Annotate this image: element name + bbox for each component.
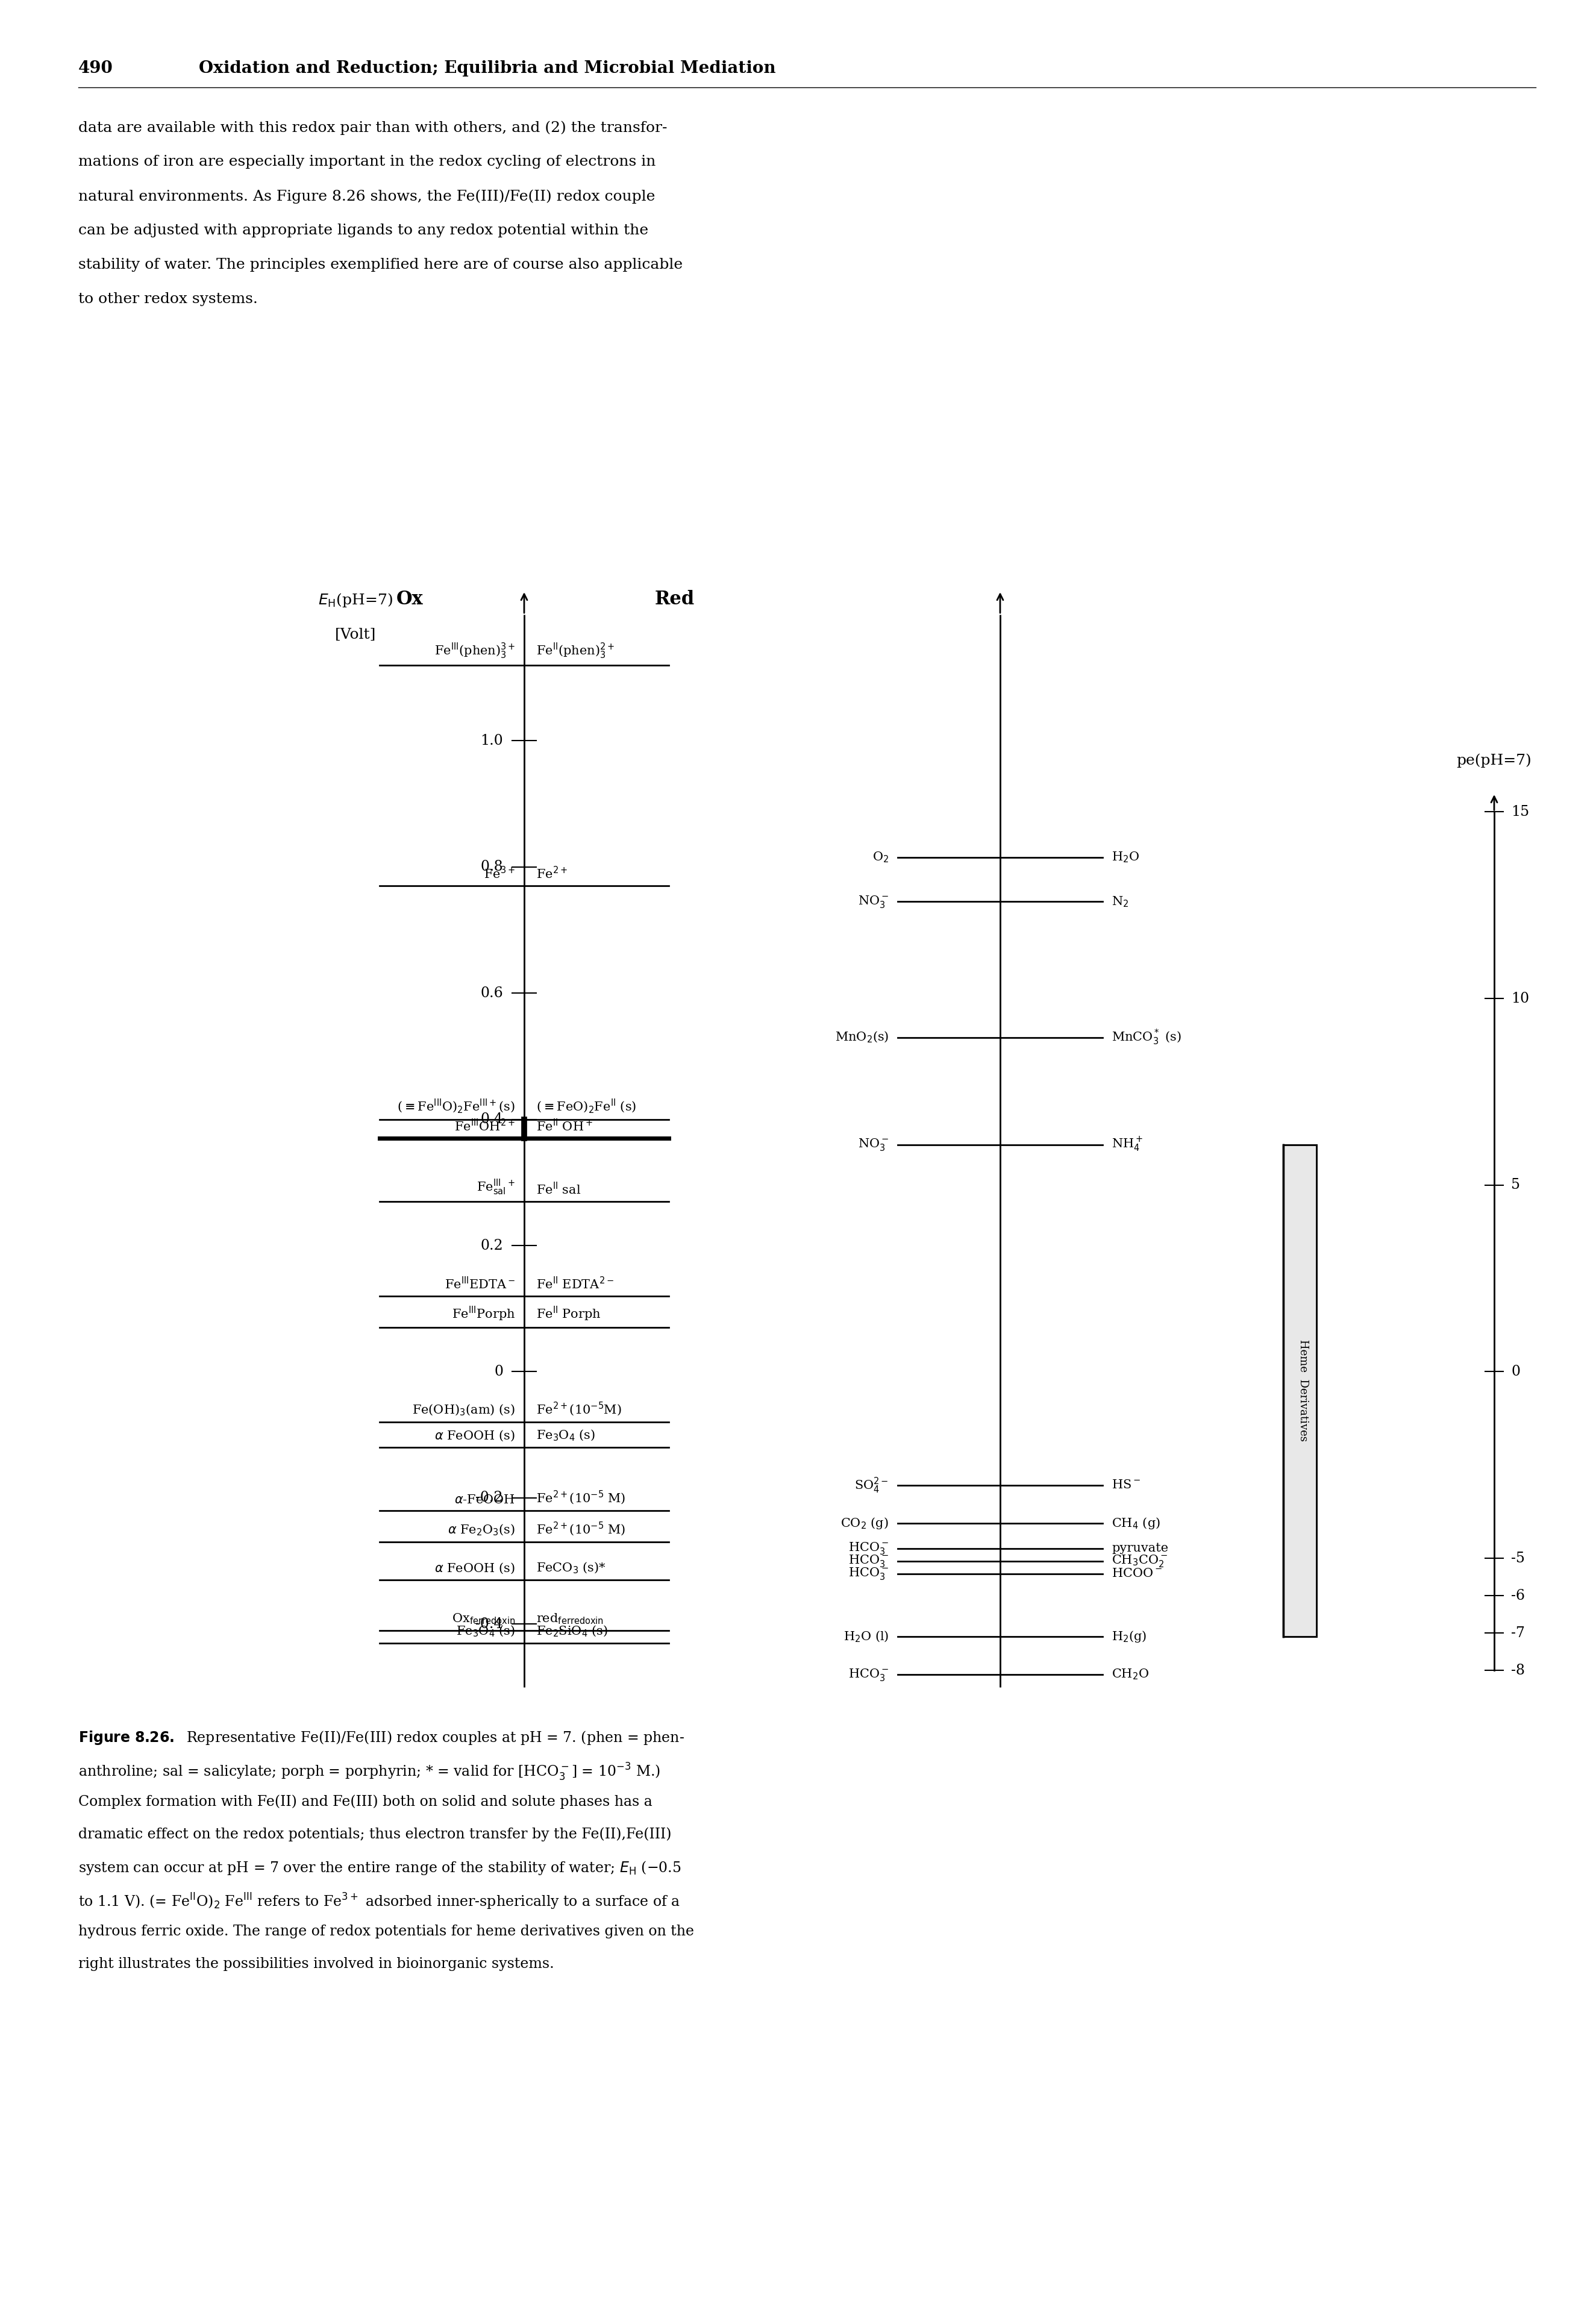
Text: Fe(OH)$_3$(am) (s): Fe(OH)$_3$(am) (s) bbox=[412, 1404, 516, 1418]
Text: NO$_3^-$: NO$_3^-$ bbox=[857, 1136, 889, 1152]
Text: -8: -8 bbox=[1511, 1662, 1524, 1676]
Text: HCO$_3^-$: HCO$_3^-$ bbox=[847, 1667, 889, 1681]
Text: can be adjusted with appropriate ligands to any redox potential within the: can be adjusted with appropriate ligands… bbox=[78, 224, 648, 238]
Text: Fe$^{\rm II}$ OH$^+$: Fe$^{\rm II}$ OH$^+$ bbox=[536, 1118, 592, 1134]
Text: CH$_2$O: CH$_2$O bbox=[1111, 1667, 1149, 1681]
Text: HCO$_3^-$: HCO$_3^-$ bbox=[847, 1554, 889, 1568]
Text: 0.2: 0.2 bbox=[480, 1238, 503, 1251]
Text: [Volt]: [Volt] bbox=[335, 628, 377, 642]
Text: Fe$_3$O$_4$ (s): Fe$_3$O$_4$ (s) bbox=[456, 1623, 516, 1637]
Text: to 1.1 V). (= Fe$^{\rm II}$O)$_2$ Fe$^{\rm III}$ refers to Fe$^{3+}$ adsorbed in: to 1.1 V). (= Fe$^{\rm II}$O)$_2$ Fe$^{\… bbox=[78, 1891, 680, 1912]
Text: SO$_4^{2-}$: SO$_4^{2-}$ bbox=[854, 1475, 889, 1494]
Text: CH$_4$ (g): CH$_4$ (g) bbox=[1111, 1517, 1160, 1531]
Text: Heme  Derivatives: Heme Derivatives bbox=[1298, 1339, 1309, 1441]
Text: Fe$^{\rm III}$OH$^{2+}$: Fe$^{\rm III}$OH$^{2+}$ bbox=[455, 1118, 516, 1134]
Text: 10: 10 bbox=[1511, 991, 1529, 1004]
Text: 0: 0 bbox=[495, 1365, 503, 1378]
Text: Ox$_{\rm ferredoxin}$: Ox$_{\rm ferredoxin}$ bbox=[452, 1612, 516, 1626]
Text: pyruvate: pyruvate bbox=[1111, 1542, 1168, 1554]
Text: mations of iron are especially important in the redox cycling of electrons in: mations of iron are especially important… bbox=[78, 155, 656, 169]
Text: ($\equiv$FeO)$_2$Fe$^{\rm II}$ (s): ($\equiv$FeO)$_2$Fe$^{\rm II}$ (s) bbox=[536, 1097, 637, 1115]
Text: -0.4: -0.4 bbox=[476, 1616, 503, 1630]
Text: Fe$^{2+}$(10$^{-5}$ M): Fe$^{2+}$(10$^{-5}$ M) bbox=[536, 1522, 626, 1538]
Text: Ox: Ox bbox=[396, 589, 423, 610]
Text: HCO$_3^-$: HCO$_3^-$ bbox=[847, 1540, 889, 1556]
Text: 0.4: 0.4 bbox=[480, 1113, 503, 1127]
Text: stability of water. The principles exemplified here are of course also applicabl: stability of water. The principles exemp… bbox=[78, 259, 683, 272]
Text: Fe$_3$O$_4$ (s): Fe$_3$O$_4$ (s) bbox=[536, 1429, 595, 1443]
Text: 490: 490 bbox=[78, 60, 113, 76]
Text: pe(pH=7): pe(pH=7) bbox=[1457, 753, 1532, 767]
Text: HS$^-$: HS$^-$ bbox=[1111, 1480, 1141, 1492]
Text: right illustrates the possibilities involved in bioinorganic systems.: right illustrates the possibilities invo… bbox=[78, 1958, 554, 1972]
Bar bbox=[1283, 1145, 1317, 1637]
Text: $\mathbf{Figure\ 8.26.}$  Representative Fe(II)/Fe(III) redox couples at pH = 7.: $\mathbf{Figure\ 8.26.}$ Representative … bbox=[78, 1729, 685, 1746]
Text: Fe$^{\rm II}$ EDTA$^{2-}$: Fe$^{\rm II}$ EDTA$^{2-}$ bbox=[536, 1277, 614, 1291]
Text: natural environments. As Figure 8.26 shows, the Fe(III)/Fe(II) redox couple: natural environments. As Figure 8.26 sho… bbox=[78, 189, 654, 203]
Text: 5: 5 bbox=[1511, 1178, 1519, 1191]
Text: H$_2$(g): H$_2$(g) bbox=[1111, 1630, 1148, 1644]
Text: $\alpha$-FeOOH: $\alpha$-FeOOH bbox=[455, 1494, 516, 1505]
Text: -0.2: -0.2 bbox=[476, 1492, 503, 1505]
Text: O$_2$: O$_2$ bbox=[873, 850, 889, 864]
Text: Fe$_2$SiO$_4$ (s): Fe$_2$SiO$_4$ (s) bbox=[536, 1623, 608, 1637]
Text: N$_2$: N$_2$ bbox=[1111, 896, 1128, 907]
Text: Fe$^{\rm III}$EDTA$^-$: Fe$^{\rm III}$EDTA$^-$ bbox=[444, 1277, 516, 1291]
Text: Fe$^{\rm III}_{\rm sal}$$^+$: Fe$^{\rm III}_{\rm sal}$$^+$ bbox=[477, 1178, 516, 1196]
Text: Fe$^{2+}$(10$^{-5}$M): Fe$^{2+}$(10$^{-5}$M) bbox=[536, 1402, 622, 1418]
Text: CH$_3$CO$_2^-$: CH$_3$CO$_2^-$ bbox=[1111, 1554, 1168, 1568]
Text: system can occur at pH = 7 over the entire range of the stability of water; $E_{: system can occur at pH = 7 over the enti… bbox=[78, 1859, 681, 1877]
Text: data are available with this redox pair than with others, and (2) the transfor-: data are available with this redox pair … bbox=[78, 120, 667, 134]
Text: $E_{\rm H}$(pH=7): $E_{\rm H}$(pH=7) bbox=[318, 591, 393, 610]
Text: MnCO$_3^*$ (s): MnCO$_3^*$ (s) bbox=[1111, 1028, 1181, 1046]
Text: H$_2$O: H$_2$O bbox=[1111, 850, 1140, 864]
Text: -7: -7 bbox=[1511, 1626, 1524, 1639]
Text: MnO$_2$(s): MnO$_2$(s) bbox=[835, 1030, 889, 1044]
Text: Complex formation with Fe(II) and Fe(III) both on solid and solute phases has a: Complex formation with Fe(II) and Fe(III… bbox=[78, 1794, 653, 1808]
Text: $\alpha$ FeOOH (s): $\alpha$ FeOOH (s) bbox=[434, 1429, 516, 1443]
Text: -6: -6 bbox=[1511, 1589, 1524, 1602]
Text: anthroline; sal = salicylate; porph = porphyrin; * = valid for [HCO$_3^-$] = 10$: anthroline; sal = salicylate; porph = po… bbox=[78, 1762, 661, 1783]
Text: 0: 0 bbox=[1511, 1365, 1519, 1378]
Text: Fe$^{\rm III}$(phen)$_3^{3+}$: Fe$^{\rm III}$(phen)$_3^{3+}$ bbox=[434, 642, 516, 660]
Text: -5: -5 bbox=[1511, 1552, 1524, 1566]
Text: HCOO$^-$: HCOO$^-$ bbox=[1111, 1568, 1162, 1579]
Text: Fe$^{2+}$: Fe$^{2+}$ bbox=[536, 866, 568, 882]
Text: Red: Red bbox=[654, 589, 694, 610]
Text: 0.8: 0.8 bbox=[480, 859, 503, 873]
Text: dramatic effect on the redox potentials; thus electron transfer by the Fe(II),Fe: dramatic effect on the redox potentials;… bbox=[78, 1826, 672, 1840]
Text: FeCO$_3$ (s)*: FeCO$_3$ (s)* bbox=[536, 1561, 606, 1575]
Text: 0.6: 0.6 bbox=[480, 986, 503, 1000]
Text: hydrous ferric oxide. The range of redox potentials for heme derivatives given o: hydrous ferric oxide. The range of redox… bbox=[78, 1926, 694, 1940]
Text: 1.0: 1.0 bbox=[480, 734, 503, 748]
Text: NO$_3^-$: NO$_3^-$ bbox=[857, 894, 889, 910]
Text: 15: 15 bbox=[1511, 806, 1529, 820]
Text: $\alpha$ Fe$_2$O$_3$(s): $\alpha$ Fe$_2$O$_3$(s) bbox=[448, 1524, 516, 1538]
Text: H$_2$O (l): H$_2$O (l) bbox=[843, 1630, 889, 1644]
Text: ($\equiv$Fe$^{\rm III}$O)$_2$Fe$^{\rm III+}$(s): ($\equiv$Fe$^{\rm III}$O)$_2$Fe$^{\rm II… bbox=[397, 1097, 516, 1115]
Text: red$_{\rm ferredoxin}$: red$_{\rm ferredoxin}$ bbox=[536, 1612, 603, 1626]
Text: Fe$^{2+}$(10$^{-5}$ M): Fe$^{2+}$(10$^{-5}$ M) bbox=[536, 1489, 626, 1505]
Text: Fe$^{\rm II}$(phen)$_3^{2+}$: Fe$^{\rm II}$(phen)$_3^{2+}$ bbox=[536, 642, 614, 660]
Text: Fe$^{\rm III}$Porph: Fe$^{\rm III}$Porph bbox=[452, 1305, 516, 1323]
Text: Fe$^{\rm II}$ Porph: Fe$^{\rm II}$ Porph bbox=[536, 1305, 602, 1323]
Text: Fe$^{\rm II}$ sal: Fe$^{\rm II}$ sal bbox=[536, 1182, 581, 1196]
Text: CO$_2$ (g): CO$_2$ (g) bbox=[841, 1517, 889, 1531]
Text: Oxidation and Reduction; Equilibria and Microbial Mediation: Oxidation and Reduction; Equilibria and … bbox=[200, 60, 776, 76]
Text: Fe$^{3+}$: Fe$^{3+}$ bbox=[484, 866, 516, 882]
Text: HCO$_3^-$: HCO$_3^-$ bbox=[847, 1566, 889, 1582]
Text: NH$_4^+$: NH$_4^+$ bbox=[1111, 1136, 1143, 1154]
Text: to other redox systems.: to other redox systems. bbox=[78, 293, 259, 307]
Text: $\alpha$ FeOOH (s): $\alpha$ FeOOH (s) bbox=[434, 1561, 516, 1575]
